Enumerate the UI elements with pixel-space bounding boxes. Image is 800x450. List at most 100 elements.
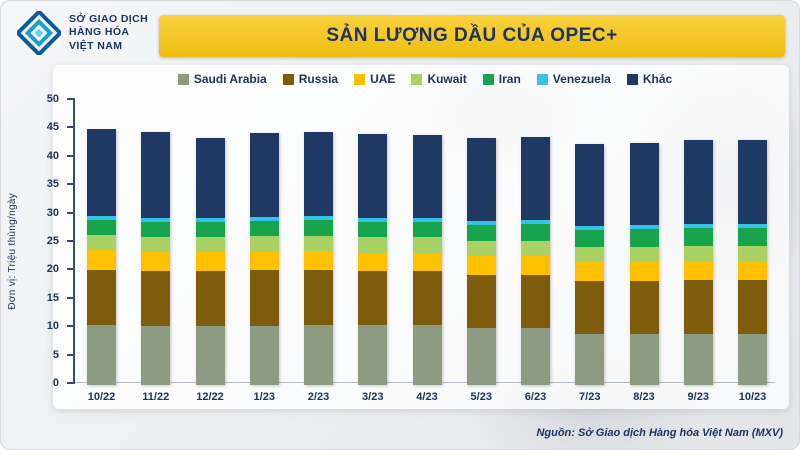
segment-iran (249, 220, 279, 237)
y-tick-mark (67, 98, 73, 100)
segment-russia (575, 280, 605, 334)
bar-stack (249, 133, 279, 385)
bar-stack (358, 134, 388, 385)
segment-venezuela (466, 220, 496, 225)
segment-saudi-arabia (358, 325, 388, 385)
x-tick-label: 11/22 (142, 391, 170, 403)
x-tick-label: 1/23 (253, 391, 275, 403)
segment-russia (738, 279, 767, 334)
legend-swatch (626, 73, 638, 85)
segment-venezuela (575, 226, 605, 231)
segment-russia (195, 270, 225, 326)
segment-saudi-arabia (575, 333, 605, 385)
segment-russia (629, 280, 659, 334)
bar-column: 2/23 (304, 99, 333, 407)
segment-saudi-arabia (304, 325, 333, 385)
bar-column: 10/23 (738, 99, 767, 407)
segment-khác (87, 129, 116, 217)
segment-venezuela (87, 216, 116, 221)
legend-label: Russia (298, 72, 339, 86)
y-tick-mark (67, 296, 73, 299)
segment-uae (466, 256, 496, 275)
bar-column: 11/22 (141, 99, 171, 407)
bar-column: 10/22 (87, 99, 116, 407)
segment-iran (738, 228, 767, 246)
segment-uae (358, 252, 388, 272)
legend-swatch (177, 73, 189, 85)
segment-saudi-arabia (141, 325, 171, 385)
segment-saudi-arabia (87, 325, 116, 385)
segment-khác (683, 139, 713, 224)
logo-line-3: VIỆT NAM (69, 39, 123, 52)
bar-column: 4/23 (412, 99, 442, 407)
segment-iran (412, 221, 442, 238)
y-tick-mark (67, 382, 73, 384)
bar-stack (738, 139, 767, 385)
segment-khác (575, 143, 605, 227)
legend-item: Iran (482, 72, 521, 86)
y-tick-mark (67, 353, 73, 356)
segment-iran (195, 222, 225, 237)
segment-kuwait (358, 237, 388, 253)
x-tick-label: 5/23 (470, 391, 492, 403)
segment-saudi-arabia (629, 333, 659, 385)
legend-label: Khác (642, 72, 673, 86)
segment-saudi-arabia (412, 325, 442, 385)
bar-stack (683, 139, 713, 385)
segment-uae (629, 261, 659, 281)
segment-uae (249, 251, 279, 271)
y-tick-label: 15 (46, 291, 59, 304)
segment-russia (249, 270, 279, 326)
x-tick-label: 4/23 (416, 391, 438, 403)
segment-kuwait (141, 236, 171, 253)
segment-kuwait (87, 235, 116, 251)
segment-venezuela (738, 223, 767, 229)
y-tick-mark (67, 126, 73, 129)
segment-iran (466, 224, 496, 242)
x-tick-label: 9/23 (687, 391, 709, 403)
y-tick-label: 45 (46, 121, 59, 134)
legend-item: UAE (354, 72, 395, 86)
segment-kuwait (629, 247, 659, 262)
segment-venezuela (629, 225, 659, 230)
segment-venezuela (249, 216, 279, 221)
bar-stack (141, 132, 171, 385)
segment-venezuela (304, 216, 333, 221)
segment-khác (466, 137, 496, 221)
legend-swatch (354, 73, 366, 85)
segment-venezuela (358, 218, 388, 223)
bar-stack (87, 129, 116, 385)
segment-iran (683, 228, 713, 246)
bar-column: 3/23 (358, 99, 388, 407)
legend-label: Saudi Arabia (193, 72, 267, 86)
x-tick-label: 6/23 (524, 391, 547, 403)
segment-khác (304, 132, 333, 217)
segment-venezuela (412, 217, 442, 222)
y-tick-label: 20 (46, 263, 59, 276)
mxv-logo-icon (17, 11, 61, 55)
segment-iran (629, 229, 659, 248)
segment-kuwait (466, 241, 496, 257)
y-tick-mark (67, 211, 73, 214)
segment-saudi-arabia (521, 328, 550, 385)
bar-column: 9/23 (683, 99, 713, 407)
segment-khác (412, 135, 442, 218)
legend-item: Kuwait (411, 72, 467, 86)
segment-uae (195, 252, 225, 271)
segment-saudi-arabia (466, 328, 496, 385)
x-tick-label: 3/23 (362, 391, 384, 403)
bar-column: 1/23 (249, 99, 279, 407)
segment-uae (141, 252, 171, 271)
y-tick-mark (67, 154, 73, 157)
source-note: Nguồn: Sở Giao dịch Hàng hóa Việt Nam (M… (536, 427, 783, 439)
segment-kuwait (304, 235, 333, 252)
legend-swatch (536, 73, 548, 85)
bar-column: 8/23 (629, 99, 659, 407)
segment-venezuela (195, 218, 225, 223)
bar-column: 6/23 (521, 99, 550, 407)
segment-saudi-arabia (738, 333, 767, 385)
title-banner: SẢN LƯỢNG DẦU CỦA OPEC+ (159, 15, 785, 57)
y-tick-label: 10 (46, 320, 59, 333)
legend-item: Venezuela (536, 72, 611, 86)
segment-khác (358, 134, 388, 219)
